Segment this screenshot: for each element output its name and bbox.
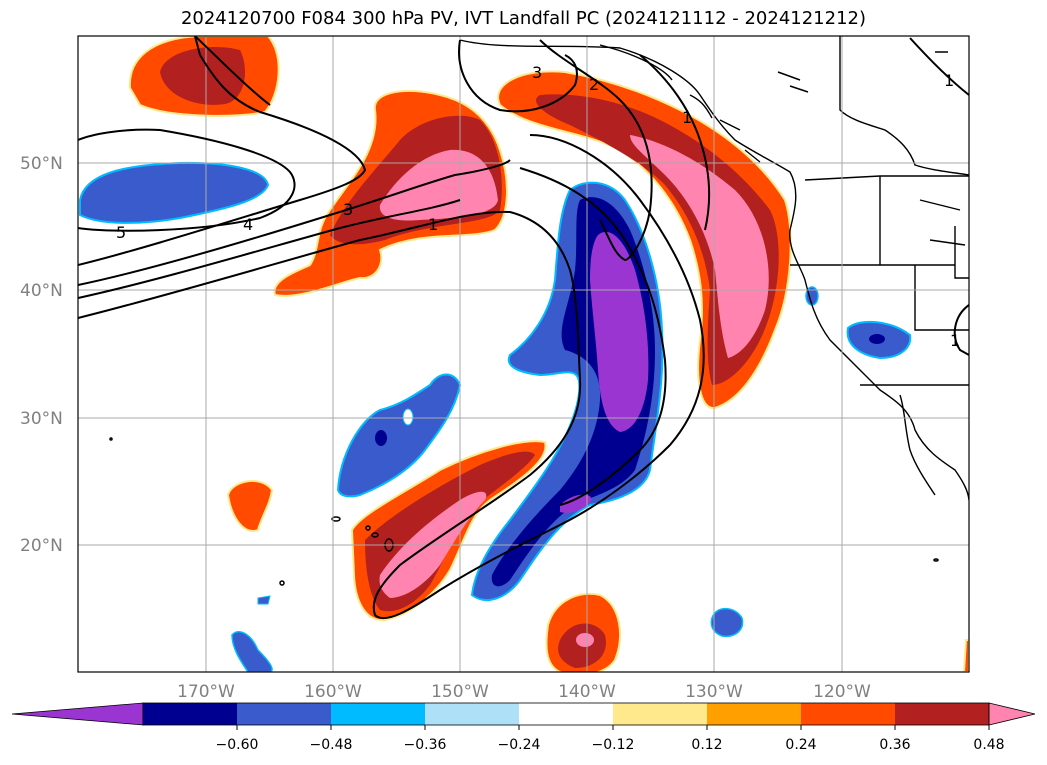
- gridlines: [78, 36, 969, 672]
- pv-contour-west-2: [78, 36, 367, 266]
- colorbar-tick-label: −0.48: [310, 737, 353, 753]
- pv-contour-loop-east: [519, 167, 667, 506]
- colorbar-tick-label: −0.12: [592, 737, 635, 753]
- lon-label-160w: 160°W: [304, 682, 362, 702]
- colorbar-tick-label: 0.12: [691, 737, 722, 753]
- colorbar-extend-low: [11, 702, 144, 726]
- map-frame: [77, 35, 970, 673]
- positive-anomaly-small-west: [226, 480, 969, 672]
- lon-label-130w: 130°W: [685, 682, 743, 702]
- pv-contour-west-loop: [78, 128, 296, 232]
- colorbar-segment: [895, 703, 990, 725]
- longitude-labels: 170°W 160°W 150°W 140°W 130°W 120°W: [177, 682, 871, 702]
- lat-label-20: 20°N: [20, 536, 63, 556]
- pv-contour-north: [458, 39, 653, 262]
- colorbar-segment: [613, 703, 708, 725]
- contour-labels: 5 4 3 1 3 2 1 1 1: [116, 63, 960, 350]
- negative-anomaly-small-south: [231, 595, 744, 672]
- pv-contour-west-5: [78, 134, 705, 620]
- colorbar-tick-label: 0.24: [785, 737, 816, 753]
- positive-anomaly-northwest: [128, 36, 280, 117]
- lon-label-170w: 170°W: [177, 682, 235, 702]
- negative-anomaly-west: [79, 161, 270, 224]
- lat-label-50: 50°N: [20, 154, 63, 174]
- negative-anomaly-california: [805, 286, 912, 360]
- colorbar-segment: [707, 703, 802, 725]
- lon-label-150w: 150°W: [431, 682, 489, 702]
- lat-label-40: 40°N: [20, 281, 63, 301]
- contour-label-5: 5: [116, 223, 126, 242]
- contour-label-1-north: 1: [682, 108, 692, 127]
- pv-contours: [78, 36, 969, 620]
- pv-contour-east-edge: [953, 304, 969, 356]
- colorbar-segment: [331, 703, 426, 725]
- colorbar-ticks: −0.60 −0.48 −0.36 −0.24 −0.12 0.12 0.24 0.36 0.4…: [216, 725, 1005, 753]
- contour-label-1: 1: [428, 215, 438, 234]
- colorbar-segment: [519, 703, 614, 725]
- colorbar-segment: [237, 703, 332, 725]
- contour-label-1-northeast: 1: [944, 71, 954, 90]
- colorbar-tick-label: 0.48: [973, 737, 1004, 753]
- coastline: [459, 36, 969, 501]
- contour-label-3-north: 3: [532, 63, 542, 82]
- colorbar-tick-label: 0.36: [879, 737, 910, 753]
- colorbar-frame: [142, 702, 990, 726]
- colorbar-segment: [801, 703, 896, 725]
- pv-contour-west-3: [78, 159, 511, 286]
- negative-anomaly-central-band: [470, 181, 664, 601]
- colorbar-extend-high: [988, 702, 1036, 726]
- contour-label-3: 3: [343, 200, 353, 219]
- pv-contour-ne-1: [639, 54, 711, 231]
- contour-label-1-east: 1: [950, 331, 960, 350]
- pv-contour-nw-1: [194, 36, 271, 106]
- pv-contour-west-4: [78, 199, 461, 299]
- colorbar-tick-label: −0.60: [216, 737, 259, 753]
- positive-anomaly-south-center: [545, 592, 621, 672]
- contour-label-2-north: 2: [589, 75, 599, 94]
- latitude-labels: 50°N 40°N 30°N 20°N: [20, 154, 63, 556]
- map-plot-area: 5 4 3 1 3 2 1 1 1: [78, 36, 969, 672]
- lon-label-140w: 140°W: [558, 682, 616, 702]
- colorbar-segment: [425, 703, 520, 725]
- lat-label-30: 30°N: [20, 409, 63, 429]
- lon-label-120w: 120°W: [813, 682, 871, 702]
- colorbar: [11, 702, 1036, 726]
- positive-anomaly-northeast-arc: [497, 70, 792, 410]
- pv-contour-ne-corner: [909, 37, 969, 96]
- colorbar-tick-label: −0.36: [404, 737, 447, 753]
- map-title: 2024120700 F084 300 hPa PV, IVT Landfall…: [180, 8, 867, 29]
- contour-label-4: 4: [243, 215, 253, 234]
- colorbar-segment: [143, 703, 238, 725]
- colorbar-tick-label: −0.24: [498, 737, 541, 753]
- islands: [109, 51, 948, 586]
